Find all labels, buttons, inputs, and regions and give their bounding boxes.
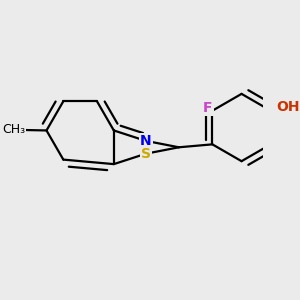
- Text: S: S: [141, 147, 151, 161]
- Text: N: N: [140, 134, 152, 148]
- Text: OH: OH: [276, 100, 300, 114]
- Text: CH₃: CH₃: [2, 123, 25, 136]
- Text: F: F: [203, 101, 212, 115]
